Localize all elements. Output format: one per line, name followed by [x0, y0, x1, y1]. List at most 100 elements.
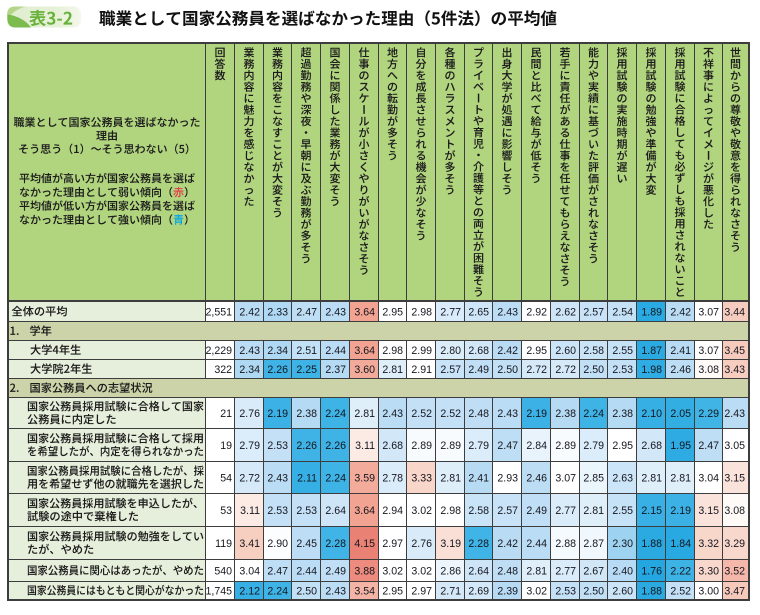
svg-text:3.19: 3.19: [440, 538, 461, 550]
svg-text:2.58: 2.58: [468, 505, 489, 517]
svg-text:2.85: 2.85: [583, 472, 604, 484]
svg-text:2.34: 2.34: [239, 364, 260, 376]
svg-text:2.95: 2.95: [382, 306, 403, 318]
svg-text:2.44: 2.44: [296, 565, 317, 577]
svg-text:2.50: 2.50: [583, 585, 604, 597]
svg-text:3.11: 3.11: [240, 505, 260, 517]
svg-text:2.43: 2.43: [325, 306, 346, 318]
svg-text:2.72: 2.72: [526, 364, 547, 376]
svg-text:2.10: 2.10: [641, 408, 662, 420]
svg-text:2.33: 2.33: [267, 306, 288, 318]
svg-text:3.52: 3.52: [724, 565, 745, 577]
svg-text:3.04: 3.04: [698, 472, 719, 484]
svg-text:2.72: 2.72: [239, 472, 260, 484]
svg-text:2.94: 2.94: [382, 505, 403, 517]
svg-text:2.38: 2.38: [296, 408, 317, 420]
svg-text:2.38: 2.38: [612, 408, 633, 420]
svg-text:2,229: 2,229: [205, 345, 232, 357]
svg-text:2.47: 2.47: [296, 306, 317, 318]
svg-text:2.52: 2.52: [411, 408, 432, 420]
svg-text:3.54: 3.54: [354, 585, 375, 597]
svg-text:2.97: 2.97: [382, 538, 403, 550]
svg-text:2.79: 2.79: [239, 440, 260, 452]
svg-text:2.53: 2.53: [267, 505, 288, 517]
svg-text:3.32: 3.32: [698, 538, 719, 550]
svg-text:2.81: 2.81: [583, 505, 604, 517]
svg-text:2.47: 2.47: [267, 565, 288, 577]
svg-text:2.38: 2.38: [555, 408, 576, 420]
svg-text:3.88: 3.88: [354, 565, 375, 577]
svg-text:3.02: 3.02: [411, 505, 432, 517]
svg-text:2.47: 2.47: [698, 440, 719, 452]
svg-text:2.77: 2.77: [440, 306, 461, 318]
svg-text:2.46: 2.46: [670, 364, 691, 376]
svg-text:2.43: 2.43: [382, 408, 403, 420]
svg-text:2.11: 2.11: [297, 472, 317, 484]
svg-text:2.40: 2.40: [612, 565, 633, 577]
svg-text:2.19: 2.19: [526, 408, 547, 420]
svg-text:2.98: 2.98: [440, 505, 461, 517]
svg-text:2.12: 2.12: [239, 585, 260, 597]
svg-text:2.30: 2.30: [612, 538, 633, 550]
svg-text:2.53: 2.53: [612, 364, 633, 376]
svg-text:3.64: 3.64: [354, 306, 375, 318]
svg-text:2.81: 2.81: [440, 472, 461, 484]
svg-text:2.24: 2.24: [325, 408, 346, 420]
svg-text:3.02: 3.02: [411, 565, 432, 577]
svg-text:2.43: 2.43: [497, 306, 518, 318]
svg-text:3.43: 3.43: [724, 364, 745, 376]
svg-text:2.95: 2.95: [382, 585, 403, 597]
svg-text:1.88: 1.88: [641, 585, 662, 597]
svg-text:3.59: 3.59: [354, 472, 375, 484]
svg-text:3.15: 3.15: [724, 472, 745, 484]
svg-text:2.37: 2.37: [325, 364, 346, 376]
svg-text:2.49: 2.49: [468, 364, 489, 376]
svg-text:4.15: 4.15: [354, 538, 375, 550]
svg-text:2.34: 2.34: [267, 345, 288, 357]
svg-text:2.24: 2.24: [583, 408, 604, 420]
svg-text:1.88: 1.88: [641, 538, 662, 550]
svg-text:2.24: 2.24: [325, 472, 346, 484]
svg-text:2.60: 2.60: [612, 585, 633, 597]
svg-text:3.30: 3.30: [698, 565, 719, 577]
svg-text:2.97: 2.97: [411, 585, 432, 597]
svg-text:3.07: 3.07: [555, 472, 576, 484]
svg-text:19: 19: [220, 440, 232, 452]
svg-text:2.25: 2.25: [296, 364, 317, 376]
svg-text:53: 53: [220, 505, 232, 517]
svg-text:3.64: 3.64: [354, 345, 375, 357]
svg-text:54: 54: [220, 472, 232, 484]
svg-text:2.78: 2.78: [382, 472, 403, 484]
svg-text:2.99: 2.99: [411, 345, 432, 357]
svg-text:2.89: 2.89: [555, 440, 576, 452]
svg-text:3.02: 3.02: [526, 585, 547, 597]
svg-text:2.55: 2.55: [612, 345, 633, 357]
svg-text:2.77: 2.77: [555, 565, 576, 577]
svg-text:2.50: 2.50: [296, 585, 317, 597]
svg-text:2.52: 2.52: [440, 408, 461, 420]
svg-text:3.05: 3.05: [724, 440, 745, 452]
svg-text:2.53: 2.53: [555, 585, 576, 597]
svg-text:2.91: 2.91: [411, 364, 432, 376]
svg-text:2.71: 2.71: [440, 585, 461, 597]
svg-text:2.89: 2.89: [411, 440, 432, 452]
svg-text:2.64: 2.64: [325, 505, 346, 517]
svg-text:2.44: 2.44: [325, 345, 346, 357]
svg-text:2.81: 2.81: [526, 565, 547, 577]
svg-text:2.44: 2.44: [526, 538, 547, 550]
svg-text:3.41: 3.41: [239, 538, 260, 550]
svg-text:2.57: 2.57: [583, 306, 604, 318]
svg-text:119: 119: [215, 538, 232, 550]
svg-text:2.45: 2.45: [296, 538, 317, 550]
svg-text:2.89: 2.89: [440, 440, 461, 452]
svg-text:2.39: 2.39: [497, 585, 518, 597]
svg-text:2.19: 2.19: [267, 408, 288, 420]
svg-text:2.51: 2.51: [296, 345, 317, 357]
svg-text:2.49: 2.49: [325, 565, 346, 577]
svg-text:2.88: 2.88: [555, 538, 576, 550]
svg-text:2.63: 2.63: [612, 472, 633, 484]
svg-text:3.08: 3.08: [698, 364, 719, 376]
svg-text:2.76: 2.76: [411, 538, 432, 550]
svg-text:2.65: 2.65: [468, 306, 489, 318]
svg-text:2.86: 2.86: [440, 565, 461, 577]
